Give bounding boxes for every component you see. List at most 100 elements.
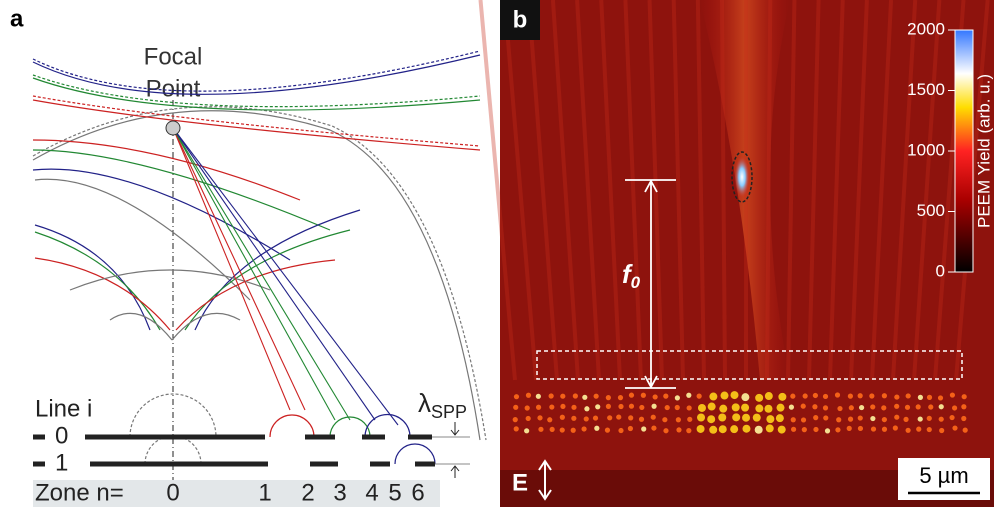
- hotspot: [753, 414, 761, 422]
- hotspot: [629, 393, 634, 398]
- hotspot: [858, 393, 863, 398]
- line-number: 1: [55, 449, 68, 476]
- hotspot: [697, 394, 702, 399]
- hotspot: [538, 427, 543, 432]
- hotspot: [707, 415, 715, 423]
- hotspot: [687, 417, 692, 422]
- wavelets: [130, 394, 435, 464]
- hotspot: [514, 426, 519, 431]
- hotspot: [581, 426, 586, 431]
- hotspot: [870, 416, 875, 421]
- colorbar-tick-label: 1500: [907, 80, 945, 99]
- hotspot: [584, 416, 589, 421]
- hotspot: [741, 393, 749, 401]
- colorbar-tick-label: 1000: [907, 140, 945, 159]
- hotspot: [582, 395, 587, 400]
- hotspot: [662, 417, 667, 422]
- hotspot: [766, 415, 774, 423]
- rays: [173, 128, 398, 425]
- hotspot: [813, 393, 818, 398]
- hotspot: [525, 405, 530, 410]
- hotspot: [918, 395, 923, 400]
- hotspot: [961, 416, 966, 421]
- hotspot: [894, 394, 899, 399]
- line-label: Line i: [35, 395, 92, 422]
- hotspot: [869, 393, 874, 398]
- hotspot: [709, 393, 717, 401]
- hotspot: [962, 394, 967, 399]
- hotspot: [697, 425, 705, 433]
- hotspot: [906, 428, 911, 433]
- hotspot: [849, 405, 854, 410]
- hotspot: [791, 427, 796, 432]
- hotspot: [894, 415, 899, 420]
- hotspot: [823, 405, 828, 410]
- hotspot: [801, 417, 806, 422]
- hotspot: [766, 424, 774, 432]
- hotspot: [618, 404, 623, 409]
- hotspot: [939, 417, 944, 422]
- hotspot: [547, 417, 552, 422]
- hotspot: [881, 405, 886, 410]
- hotspot: [641, 393, 646, 398]
- hotspot: [927, 416, 932, 421]
- hotspot: [777, 404, 785, 412]
- hotspot: [882, 417, 887, 422]
- hotspot: [882, 427, 887, 432]
- hotspot: [593, 415, 598, 420]
- hotspot: [812, 404, 817, 409]
- hotspot: [697, 414, 705, 422]
- hotspot: [536, 405, 541, 410]
- hotspot: [618, 428, 623, 433]
- hotspot: [663, 394, 668, 399]
- hotspot: [708, 403, 716, 411]
- hotspot: [963, 428, 968, 433]
- colorbar-tick-label: 2000: [907, 19, 945, 38]
- lambda-symbol: λ: [418, 388, 431, 418]
- f-sub: 0: [631, 273, 641, 292]
- hotspot: [939, 404, 944, 409]
- hotspot: [675, 405, 680, 410]
- zone-number: 1: [258, 479, 271, 506]
- hotspot: [560, 394, 565, 399]
- hotspot: [742, 414, 750, 422]
- hotspot: [537, 415, 542, 420]
- hotspot: [606, 404, 611, 409]
- hotspot: [765, 392, 773, 400]
- hotspot: [918, 416, 923, 421]
- hotspot: [776, 414, 784, 422]
- hotspot: [560, 404, 565, 409]
- hotspot: [676, 417, 681, 422]
- hotspot: [594, 394, 599, 399]
- hotspot: [905, 405, 910, 410]
- hotspot: [791, 417, 796, 422]
- hotspot: [550, 427, 555, 432]
- hotspot: [686, 428, 691, 433]
- hotspot: [651, 404, 656, 409]
- hotspot: [549, 393, 554, 398]
- hotspot: [823, 394, 828, 399]
- hotspot: [858, 415, 863, 420]
- hotspot: [665, 405, 670, 410]
- hotspot: [730, 425, 738, 433]
- hotspot: [835, 392, 840, 397]
- hotspot: [675, 395, 680, 400]
- hotspot: [639, 417, 644, 422]
- hotspot: [536, 394, 541, 399]
- hotspot: [906, 393, 911, 398]
- hotspot: [848, 394, 853, 399]
- hotspot: [653, 394, 658, 399]
- panel-label: a: [10, 5, 24, 32]
- hotspot: [560, 415, 565, 420]
- hotspot: [651, 425, 656, 430]
- zone-number: 5: [388, 479, 401, 506]
- polarization: E: [512, 469, 528, 496]
- hotspot: [573, 393, 578, 398]
- colorbar-tick-label: 0: [936, 261, 945, 280]
- hotspot: [938, 395, 943, 400]
- zone-number: 0: [166, 479, 179, 506]
- hotspot: [755, 404, 763, 412]
- hotspot: [732, 403, 740, 411]
- focus-spot: [734, 155, 750, 199]
- hotspot: [594, 426, 599, 431]
